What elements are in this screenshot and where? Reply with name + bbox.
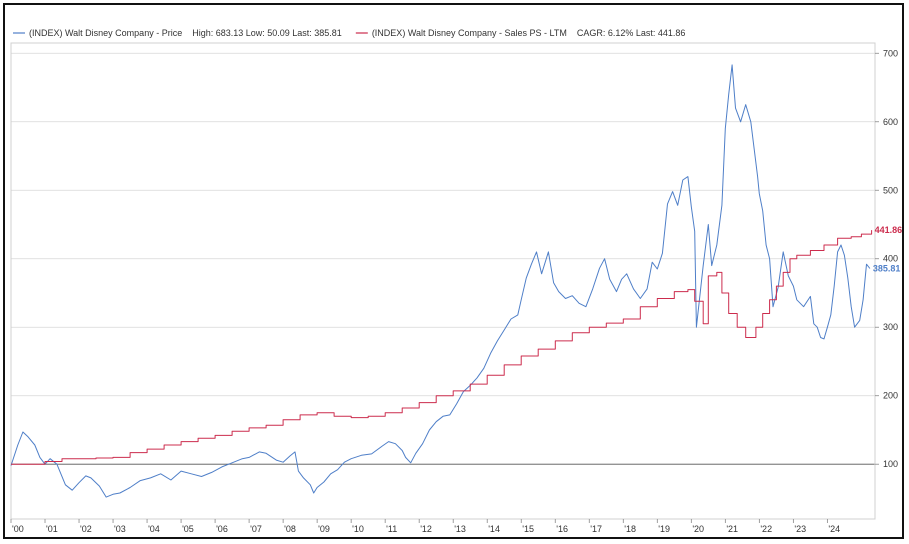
x-tick-label: '10: [352, 524, 364, 534]
y-tick-label: 700: [883, 48, 898, 58]
x-tick-label: '07: [250, 524, 262, 534]
grid-lines: [11, 52, 875, 465]
x-tick-label: '14: [488, 524, 500, 534]
x-tick-label: '19: [658, 524, 670, 534]
y-tick-label: 100: [883, 459, 898, 469]
x-tick-label: '13: [454, 524, 466, 534]
x-tick-label: '20: [692, 524, 704, 534]
x-tick-label: '09: [318, 524, 330, 534]
x-tick-label: '05: [182, 524, 194, 534]
x-tick-label: '12: [420, 524, 432, 534]
x-tick-label: '17: [590, 524, 602, 534]
chart-frame: 100 200 300 400 500 600 700 '00 '01 '02 '03 '04 '05 '…: [3, 3, 904, 539]
y-tick-label: 600: [883, 117, 898, 127]
plot-border: [10, 42, 876, 520]
series-line-2: [11, 230, 873, 465]
y-tick-label: 200: [883, 391, 898, 401]
x-tick-label: '04: [148, 524, 160, 534]
series-lines: 385.81 441.86: [10, 64, 902, 498]
x-tick-label: '03: [114, 524, 126, 534]
x-tick-label: '16: [556, 524, 568, 534]
x-tick-label: '08: [284, 524, 296, 534]
legend-entry-1: (INDEX) Walt Disney Company - Price High…: [29, 28, 342, 38]
line-chart: 100 200 300 400 500 600 700 '00 '01 '02 '03 '04 '05 '…: [10, 28, 902, 534]
end-value-label-2: 441.86: [875, 225, 902, 235]
x-tick-label: '21: [726, 524, 738, 534]
x-tick-label: '22: [760, 524, 772, 534]
x-tick-label: '02: [80, 524, 92, 534]
x-tick-label: '18: [624, 524, 636, 534]
x-tick-label: '06: [216, 524, 228, 534]
legend-entry-2: (INDEX) Walt Disney Company - Sales PS -…: [372, 28, 686, 38]
x-tick-label: '15: [522, 524, 534, 534]
x-tick-label: '00: [12, 524, 24, 534]
legend: (INDEX) Walt Disney Company - Price High…: [13, 28, 685, 38]
x-tick-label: '11: [386, 524, 397, 534]
y-tick-label: 400: [883, 254, 898, 264]
series-line-1: [10, 64, 871, 498]
end-value-label-1: 385.81: [873, 263, 901, 273]
x-tick-label: '23: [794, 524, 806, 534]
y-tick-label: 500: [883, 185, 898, 195]
axes: 100 200 300 400 500 600 700 '00 '01 '02 '03 '04 '05 '…: [10, 42, 898, 534]
x-tick-label: '24: [828, 524, 840, 534]
x-tick-label: '01: [46, 524, 58, 534]
y-tick-label: 300: [883, 322, 898, 332]
